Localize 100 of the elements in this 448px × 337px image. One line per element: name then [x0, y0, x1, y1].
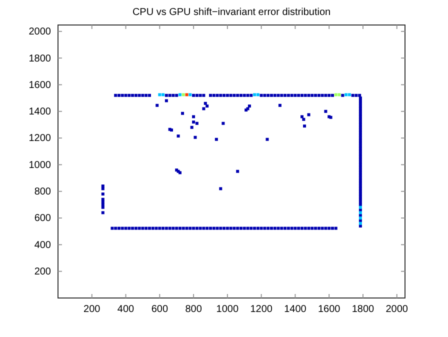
point [260, 94, 263, 97]
point [334, 93, 338, 96]
point [286, 94, 290, 97]
point [202, 107, 206, 110]
point [300, 94, 304, 97]
point [190, 126, 194, 129]
point [248, 104, 251, 108]
point [307, 94, 310, 97]
point [324, 110, 328, 113]
point [324, 94, 328, 97]
point [284, 94, 287, 97]
point [168, 94, 172, 97]
point [239, 94, 242, 97]
point [194, 136, 197, 139]
point [246, 94, 250, 97]
point [138, 94, 141, 97]
x-tick-label: 2000 [386, 304, 408, 316]
point [195, 122, 198, 125]
point [114, 94, 118, 97]
point [276, 94, 280, 97]
point [101, 184, 104, 188]
point [302, 118, 306, 121]
y-tick-label: 1000 [28, 160, 52, 171]
y-tick-label: 1200 [28, 133, 52, 144]
point [164, 94, 168, 97]
point [242, 94, 246, 97]
point [214, 138, 218, 141]
point [117, 94, 120, 97]
point [314, 94, 318, 97]
point [101, 211, 104, 214]
point [304, 94, 307, 97]
point [216, 94, 219, 97]
x-tick-label: 200 [84, 304, 101, 316]
point [206, 104, 209, 108]
point [300, 115, 304, 118]
point [330, 94, 334, 97]
point [185, 93, 188, 96]
point [175, 94, 178, 97]
point [181, 112, 184, 115]
point [134, 94, 138, 97]
point [188, 93, 192, 96]
point [148, 94, 151, 97]
point [307, 113, 310, 116]
point [222, 122, 225, 125]
point [204, 102, 207, 105]
point [338, 93, 341, 96]
y-tick-label: 2000 [28, 26, 52, 38]
point [120, 94, 124, 97]
point [208, 94, 212, 97]
x-tick-label: 1600 [318, 304, 341, 316]
x-tick-label: 400 [117, 304, 135, 316]
y-tick-label: 1800 [28, 53, 52, 64]
point [290, 94, 294, 97]
point [141, 94, 144, 97]
point [354, 94, 358, 97]
point [297, 94, 300, 97]
point [158, 93, 162, 96]
point [202, 94, 206, 97]
y-tick-label: 600 [34, 213, 52, 224]
point [358, 211, 362, 214]
point [236, 170, 240, 173]
point [303, 124, 306, 128]
point [182, 93, 185, 96]
point [178, 93, 182, 96]
point [344, 93, 348, 96]
point [192, 94, 196, 97]
point [128, 94, 131, 97]
x-tick-label: 1000 [216, 304, 239, 316]
y-tick-label: 200 [34, 266, 52, 278]
point [328, 94, 331, 97]
point [192, 120, 196, 124]
point [270, 94, 273, 97]
point [341, 94, 344, 97]
x-tick-label: 600 [151, 304, 168, 316]
y-tick-label: 1600 [28, 80, 52, 91]
point [294, 94, 297, 97]
point [266, 138, 269, 141]
x-tick-label: 800 [185, 304, 202, 316]
x-tick-label: 1400 [284, 304, 307, 316]
y-tick-label: 400 [34, 240, 52, 251]
point [156, 104, 159, 107]
point [131, 94, 134, 97]
point [310, 94, 314, 97]
point [348, 93, 351, 96]
point [195, 94, 198, 97]
point [229, 94, 232, 97]
point [320, 94, 324, 97]
point [101, 198, 104, 201]
point [358, 206, 362, 209]
point [101, 206, 104, 209]
x-tick-label: 1800 [352, 304, 375, 316]
x-tick-label: 1200 [250, 304, 273, 316]
point [232, 94, 236, 97]
point [219, 187, 222, 190]
point [124, 94, 128, 97]
point [176, 134, 180, 138]
point [358, 222, 362, 225]
point [162, 93, 165, 96]
point [212, 94, 216, 97]
point [273, 94, 276, 97]
